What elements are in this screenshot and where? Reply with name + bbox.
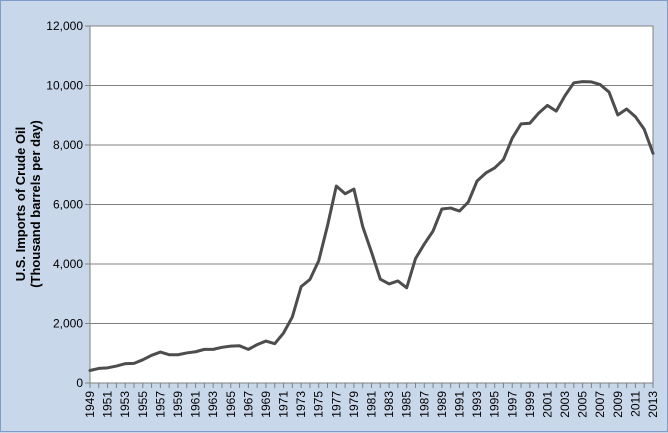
x-tick-label: 1961 <box>189 391 203 418</box>
x-tick-label: 1971 <box>277 391 291 418</box>
x-tick-label: 1999 <box>523 391 537 418</box>
y-axis: 0 2,000 4,000 6,000 8,000 10,000 12,000 <box>46 19 90 390</box>
x-tick-label: 1959 <box>171 391 185 418</box>
x-tick-label: 2009 <box>611 391 625 418</box>
x-tick-label: 1979 <box>347 391 361 418</box>
x-tick-label: 1957 <box>153 391 167 418</box>
x-tick-label: 1997 <box>505 391 519 418</box>
x-tick-label: 1965 <box>224 391 238 418</box>
y-tick-label: 4,000 <box>53 257 83 271</box>
x-tick-label: 1963 <box>206 391 220 418</box>
x-tick-label: 1977 <box>329 391 343 418</box>
y-tick-label: 2,000 <box>53 317 83 331</box>
y-tick-label: 12,000 <box>46 19 83 33</box>
y-tick-label: 8,000 <box>53 138 83 152</box>
series <box>88 80 655 372</box>
x-tick-label: 2001 <box>540 391 554 418</box>
x-tick-label: 1985 <box>400 391 414 418</box>
x-tick-label: 2013 <box>646 391 660 418</box>
x-tick-label: 1981 <box>365 391 379 418</box>
x-tick-label: 1955 <box>136 391 150 418</box>
x-tick-label: 1989 <box>435 391 449 418</box>
y-tick-label: 0 <box>76 376 83 390</box>
x-tick-label: 1973 <box>294 391 308 418</box>
x-tick-label: 1951 <box>101 391 115 418</box>
y-axis-label-line1: U.S. Imports of Crude Oil <box>13 127 28 282</box>
x-tick-label: 2005 <box>576 391 590 418</box>
x-tick-label: 1953 <box>118 391 132 418</box>
gridlines <box>90 85 653 324</box>
x-tick-label: 1995 <box>488 391 502 418</box>
x-tick-label: 1975 <box>312 391 326 418</box>
x-tick-label: 1987 <box>417 391 431 418</box>
y-tick-label: 10,000 <box>46 79 83 93</box>
series-line <box>88 80 655 372</box>
y-axis-label-line2: (Thousand barrels per day) <box>28 120 43 288</box>
x-tick-label: 1967 <box>241 391 255 418</box>
x-tick-label: 1949 <box>83 391 97 418</box>
y-tick-label: 6,000 <box>53 198 83 212</box>
x-tick-label: 1993 <box>470 391 484 418</box>
x-axis: 1949 1951 1953 1955 1957 1959 1961 1963 1965 1967… <box>83 383 660 418</box>
x-tick-label: 1991 <box>452 391 466 418</box>
x-tick-label: 1983 <box>382 391 396 418</box>
x-tick-label: 2003 <box>558 391 572 418</box>
x-tick-label: 2007 <box>593 391 607 418</box>
x-tick-label: 1969 <box>259 391 273 418</box>
x-tick-label: 2011 <box>628 391 642 417</box>
